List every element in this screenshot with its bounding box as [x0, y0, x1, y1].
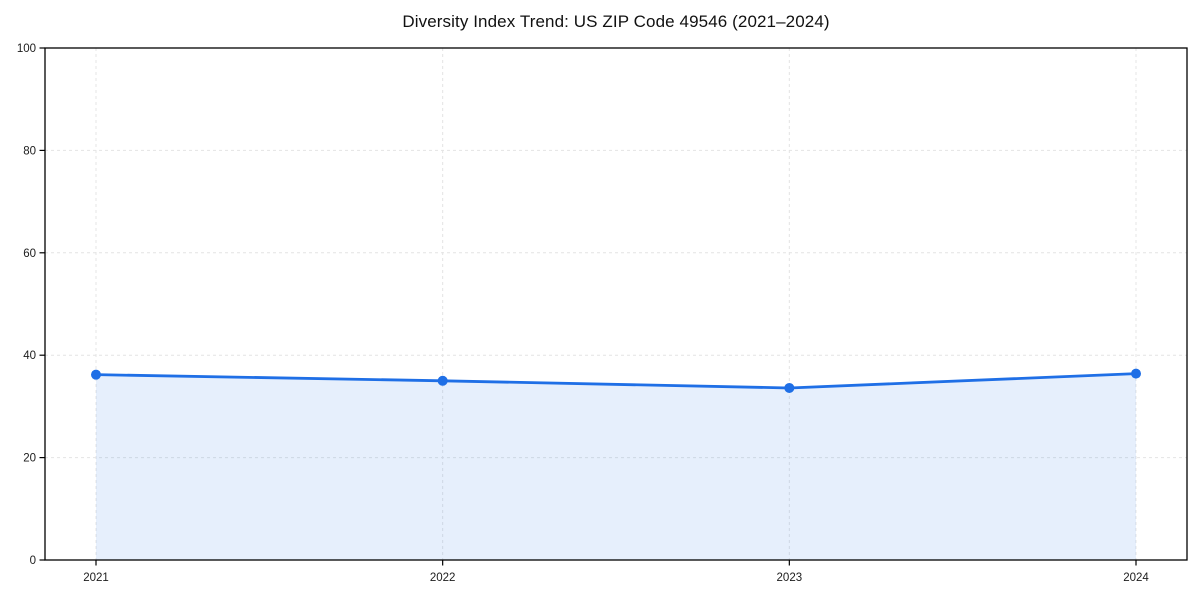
area-fill — [96, 373, 1136, 560]
x-tick-label-2024: 2024 — [1123, 572, 1149, 584]
x-tick-label-2023: 2023 — [777, 572, 803, 584]
x-tick-label-2022: 2022 — [430, 572, 456, 584]
data-point-2024 — [1131, 368, 1141, 379]
data-point-2023 — [784, 382, 795, 393]
x-tick-label-2021: 2021 — [83, 572, 109, 584]
y-tick-label-20: 20 — [23, 453, 36, 465]
y-tick-label-40: 40 — [23, 350, 36, 362]
chart-title: Diversity Index Trend: US ZIP Code 49546… — [402, 12, 830, 31]
data-point-2021 — [91, 369, 101, 380]
data-point-2022 — [437, 375, 448, 386]
trend-line — [94, 372, 1138, 390]
plot-spines — [44, 47, 1188, 561]
y-tick-label-100: 100 — [17, 43, 36, 55]
y-tick-label-80: 80 — [23, 145, 36, 157]
y-tick-label-0: 0 — [30, 555, 36, 567]
y-tick-label-60: 60 — [23, 248, 36, 260]
